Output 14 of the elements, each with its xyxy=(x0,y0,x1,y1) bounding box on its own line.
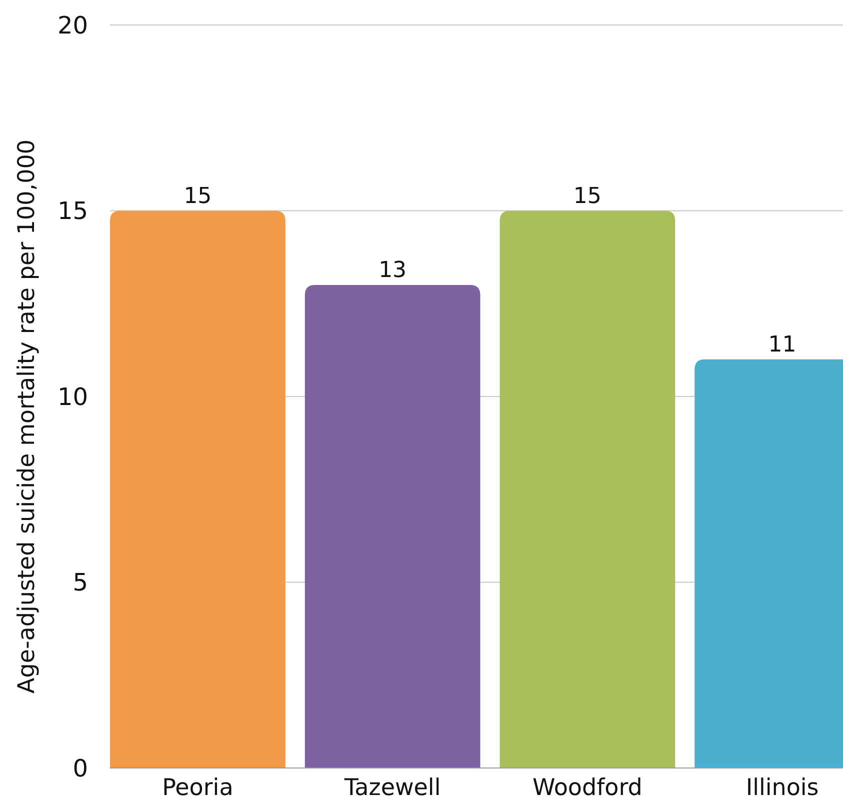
y-tick-label: 5 xyxy=(72,568,88,597)
x-tick-label: Tazewell xyxy=(343,775,441,801)
y-axis-title: Age-adjusted suicide mortality rate per 100,000 xyxy=(14,140,40,694)
x-tick-label: Woodford xyxy=(532,775,642,801)
y-tick-label: 10 xyxy=(57,382,88,411)
y-tick-label: 0 xyxy=(72,754,88,782)
data-label: 11 xyxy=(768,332,796,358)
x-tick-label: Illinois xyxy=(746,775,819,801)
y-tick-label: 15 xyxy=(57,197,88,226)
data-label: 15 xyxy=(184,184,212,209)
data-label: 15 xyxy=(573,184,602,209)
y-tick-label: 20 xyxy=(57,11,88,40)
data-label: 13 xyxy=(378,258,407,284)
x-tick-label: Peoria xyxy=(162,775,234,801)
